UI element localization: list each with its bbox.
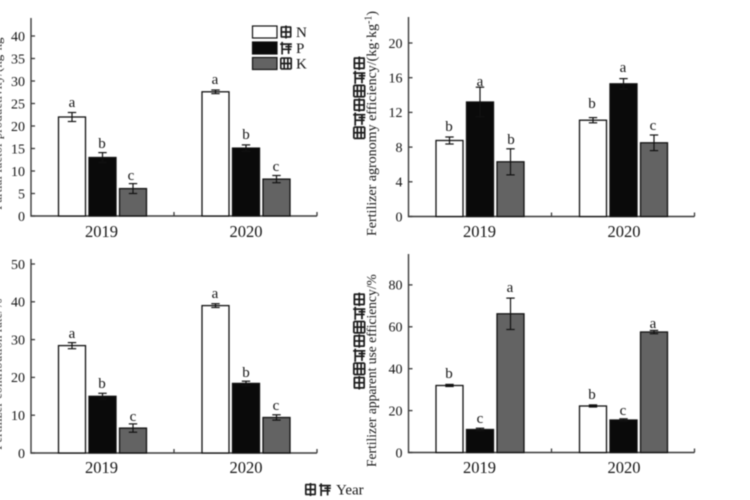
svg-text:10: 10	[11, 165, 25, 180]
svg-text:b: b	[445, 366, 453, 382]
svg-text:2020: 2020	[230, 458, 263, 477]
svg-text:2019: 2019	[463, 458, 496, 477]
svg-text:c: c	[273, 159, 280, 175]
svg-text:2020: 2020	[608, 458, 641, 477]
svg-text:50: 50	[11, 258, 25, 273]
svg-text:Year: Year	[336, 483, 364, 499]
svg-text:20: 20	[11, 120, 25, 135]
svg-text:a: a	[69, 326, 76, 342]
svg-text:a: a	[620, 60, 627, 76]
svg-text:20: 20	[11, 371, 25, 386]
svg-text:K: K	[296, 57, 307, 73]
svg-text:20: 20	[389, 404, 403, 419]
svg-text:a: a	[212, 72, 219, 88]
svg-text:2019: 2019	[85, 222, 118, 241]
svg-text:16: 16	[389, 72, 403, 87]
svg-text:b: b	[98, 376, 106, 392]
svg-text:0: 0	[396, 446, 403, 461]
svg-text:35: 35	[11, 52, 25, 67]
svg-text:a: a	[477, 74, 484, 90]
svg-text:b: b	[242, 365, 250, 381]
svg-text:10: 10	[11, 409, 25, 424]
svg-text:Fertilizer contribution rate/%: Fertilizer contribution rate/%	[0, 298, 5, 450]
svg-text:0: 0	[396, 210, 403, 225]
svg-text:2019: 2019	[85, 458, 118, 477]
svg-text:40: 40	[11, 30, 25, 45]
svg-text:N: N	[296, 25, 307, 41]
svg-text:b: b	[98, 136, 106, 152]
svg-text:0: 0	[18, 447, 25, 462]
svg-text:Partial factor productivity/(k: Partial factor productivity/(kg·kg	[0, 37, 5, 210]
svg-text:2019: 2019	[463, 222, 496, 241]
svg-text:80: 80	[389, 279, 403, 294]
svg-text:b: b	[588, 96, 596, 112]
svg-text:c: c	[650, 118, 657, 134]
svg-text:2020: 2020	[230, 222, 263, 241]
svg-text:a: a	[212, 286, 219, 302]
svg-text:P: P	[296, 41, 304, 57]
svg-text:c: c	[477, 411, 484, 427]
svg-text:a: a	[650, 316, 657, 332]
svg-text:30: 30	[11, 75, 25, 90]
svg-text:Fertilizer apparent use effici: Fertilizer apparent use efficiency/%	[364, 274, 379, 467]
svg-text:c: c	[620, 403, 627, 419]
svg-text:15: 15	[11, 142, 25, 157]
svg-text:b: b	[242, 127, 250, 143]
svg-text:8: 8	[396, 141, 403, 156]
svg-text:Fertilizer agronomy efficiency: Fertilizer agronomy efficiency/(kg·kg-1)	[364, 11, 381, 236]
svg-text:c: c	[128, 168, 135, 184]
svg-text:c: c	[130, 409, 137, 425]
svg-text:5: 5	[18, 187, 25, 202]
svg-text:12: 12	[389, 106, 403, 121]
svg-text:4: 4	[396, 176, 403, 191]
svg-text:60: 60	[389, 321, 403, 336]
svg-text:2020: 2020	[608, 222, 641, 241]
svg-text:a: a	[507, 280, 514, 296]
svg-text:25: 25	[11, 97, 25, 112]
svg-text:b: b	[445, 119, 453, 135]
svg-text:20: 20	[389, 37, 403, 52]
svg-text:a: a	[69, 95, 76, 111]
svg-text:0: 0	[18, 210, 25, 225]
svg-text:b: b	[507, 132, 515, 148]
svg-text:40: 40	[11, 296, 25, 311]
svg-text:30: 30	[11, 333, 25, 348]
svg-text:40: 40	[389, 363, 403, 378]
svg-text:c: c	[273, 398, 280, 414]
svg-text:b: b	[588, 387, 596, 403]
